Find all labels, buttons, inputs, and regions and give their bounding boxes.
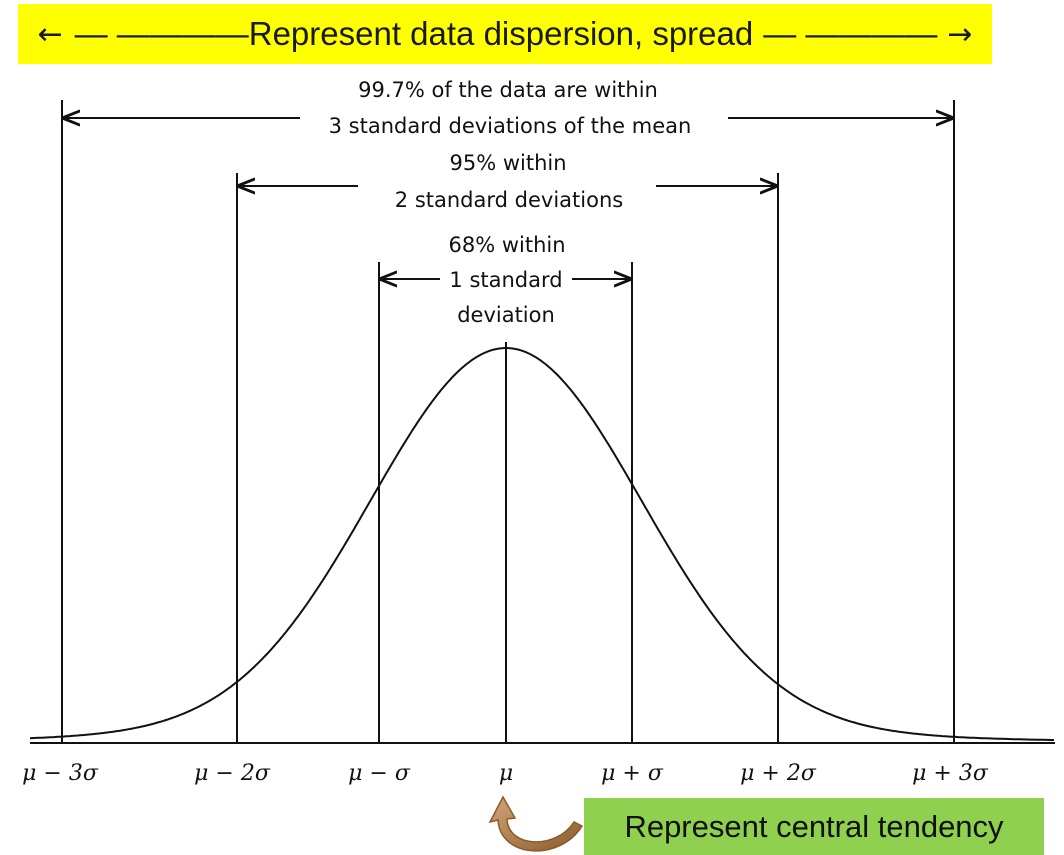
range-2sigma-line1: 95% within xyxy=(449,151,566,175)
range-1sigma-line3: deviation xyxy=(457,303,555,327)
range-3sigma-line2: 3 standard deviations of the mean xyxy=(329,114,692,138)
tick-label-mean: μ xyxy=(499,761,513,786)
range-2sigma-line2: 2 standard deviations xyxy=(395,188,623,212)
tick-label-minus-1sigma: μ − σ xyxy=(348,761,411,786)
right-arrow-icon: → xyxy=(947,16,973,52)
tick-label-plus-1sigma: μ + σ xyxy=(601,761,664,786)
dispersion-text: Represent data dispersion, spread xyxy=(248,15,754,52)
curved-arrow-icon xyxy=(488,795,584,852)
right-dashes: — ———— xyxy=(763,15,938,52)
left-dashes: — ———— xyxy=(74,15,249,52)
tick-label-plus-3sigma: μ + 3σ xyxy=(912,761,989,786)
tick-label-plus-2sigma: μ + 2σ xyxy=(740,761,817,786)
range-1sigma-line1: 68% within xyxy=(448,233,565,257)
tick-label-minus-2sigma: μ − 2σ xyxy=(194,761,271,786)
range-3sigma-line1: 99.7% of the data are within xyxy=(358,78,658,102)
left-arrow-icon: ← xyxy=(37,16,63,52)
dispersion-banner: ← — ———— Represent data dispersion, spre… xyxy=(18,4,992,64)
tick-label-minus-3sigma: μ − 3σ xyxy=(22,761,99,786)
range-1sigma-line2: 1 standard xyxy=(449,268,562,292)
central-tendency-note: Represent central tendency xyxy=(584,798,1044,855)
central-tendency-text: Represent central tendency xyxy=(624,808,1004,844)
bell-curve xyxy=(29,347,1054,741)
